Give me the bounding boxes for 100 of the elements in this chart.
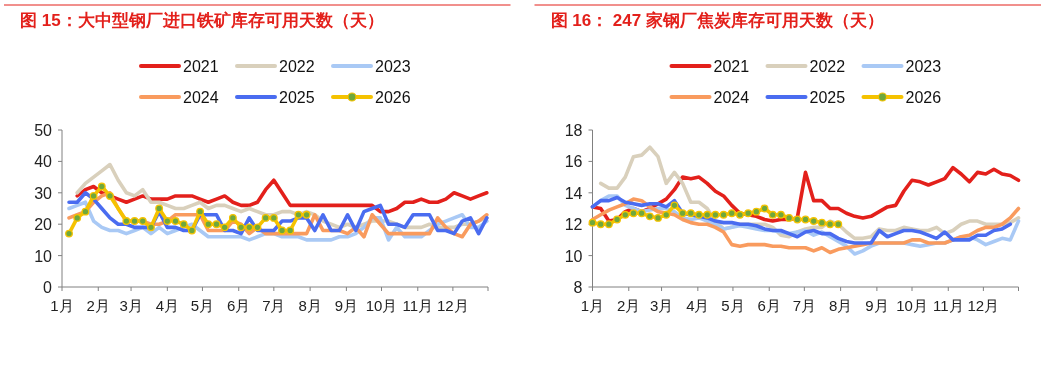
point (596, 220, 605, 229)
point (130, 217, 139, 226)
point (760, 204, 769, 213)
legend-label: 2026 (375, 89, 411, 106)
point (196, 207, 205, 216)
point (785, 213, 794, 222)
y-tick-label: 10 (34, 247, 53, 265)
point (97, 182, 106, 191)
point (695, 210, 703, 219)
x-tick-label: 10月 (365, 297, 398, 314)
legend-label: 2025 (809, 89, 846, 106)
point (776, 210, 785, 219)
point (163, 217, 172, 226)
y-tick-label: 0 (43, 279, 53, 296)
legend-label: 2024 (183, 89, 219, 106)
point (817, 218, 826, 227)
point (187, 226, 196, 235)
x-tick-label: 8月 (298, 297, 322, 314)
point (588, 218, 597, 227)
x-tick-label: 7月 (792, 297, 816, 314)
point (228, 213, 237, 222)
y-tick-label: 30 (34, 184, 53, 202)
point (809, 217, 818, 226)
point (801, 215, 810, 224)
point (302, 210, 311, 219)
point (727, 209, 736, 218)
x-tick-label: 2月 (86, 297, 110, 314)
point (138, 217, 147, 226)
x-tick-label: 3月 (119, 297, 143, 314)
legend-label: 2022 (279, 58, 315, 75)
point (155, 204, 164, 213)
y-tick-label: 10 (564, 247, 583, 265)
point (719, 210, 728, 219)
point (245, 223, 254, 232)
point (220, 223, 229, 232)
point (834, 220, 843, 229)
point (286, 226, 295, 235)
x-tick-label: 6月 (757, 297, 781, 314)
point (261, 213, 270, 222)
point (629, 209, 638, 218)
x-tick-label: 11月 (932, 297, 964, 314)
x-tick-label: 9月 (865, 297, 889, 314)
point (711, 210, 720, 219)
point (654, 213, 662, 222)
x-tick-label: 2月 (617, 297, 641, 314)
y-tick-label: 8 (573, 279, 583, 296)
chart-title: 图 15：大中型钢厂进口铁矿库存可用天数（天） (20, 11, 384, 30)
point (278, 226, 286, 235)
x-tick-label: 5月 (721, 297, 745, 314)
point (604, 220, 613, 229)
y-tick-label: 12 (564, 216, 583, 234)
x-tick-label: 1月 (50, 297, 74, 314)
x-tick-label: 12月 (437, 297, 469, 314)
point (613, 215, 622, 224)
x-tick-label: 5月 (190, 297, 215, 314)
point (73, 213, 82, 222)
point (645, 212, 654, 221)
legend-label: 2026 (905, 89, 942, 106)
line-series (590, 195, 1013, 245)
point (678, 209, 687, 218)
point (670, 201, 679, 210)
legend-label: 2024 (713, 89, 750, 106)
legend-label: 2025 (279, 89, 315, 106)
point (122, 217, 131, 226)
x-tick-label: 4月 (155, 297, 179, 314)
y-tick-label: 16 (564, 153, 583, 171)
point (294, 210, 303, 219)
point (171, 217, 180, 226)
point (146, 223, 155, 232)
point (253, 223, 262, 232)
point (212, 220, 221, 229)
point (65, 229, 73, 238)
point (768, 210, 777, 219)
y-tick-label: 40 (34, 153, 53, 171)
x-tick-label: 1月 (580, 297, 605, 314)
x-tick-label: 9月 (334, 297, 359, 314)
x-tick-label: 11月 (402, 297, 434, 314)
x-tick-label: 7月 (262, 297, 286, 314)
point (204, 220, 213, 229)
y-tick-label: 50 (34, 122, 53, 139)
x-tick-label: 12月 (967, 297, 1000, 314)
point (686, 209, 695, 218)
point (703, 210, 712, 219)
point (621, 210, 630, 219)
y-tick-label: 18 (564, 122, 583, 139)
legend-label: 2023 (905, 58, 942, 75)
point (269, 213, 278, 222)
chart-title: 图 16： 247 家钢厂焦炭库存可用天数（天） (550, 11, 884, 30)
point (81, 207, 90, 216)
point (662, 210, 671, 219)
point (106, 191, 114, 200)
point (179, 220, 188, 229)
point (752, 207, 761, 216)
point (89, 191, 98, 200)
x-tick-label: 3月 (649, 297, 674, 314)
x-tick-label: 8月 (828, 297, 853, 314)
point (637, 209, 646, 218)
point (826, 220, 835, 229)
y-tick-label: 20 (34, 216, 53, 234)
point (736, 210, 744, 219)
